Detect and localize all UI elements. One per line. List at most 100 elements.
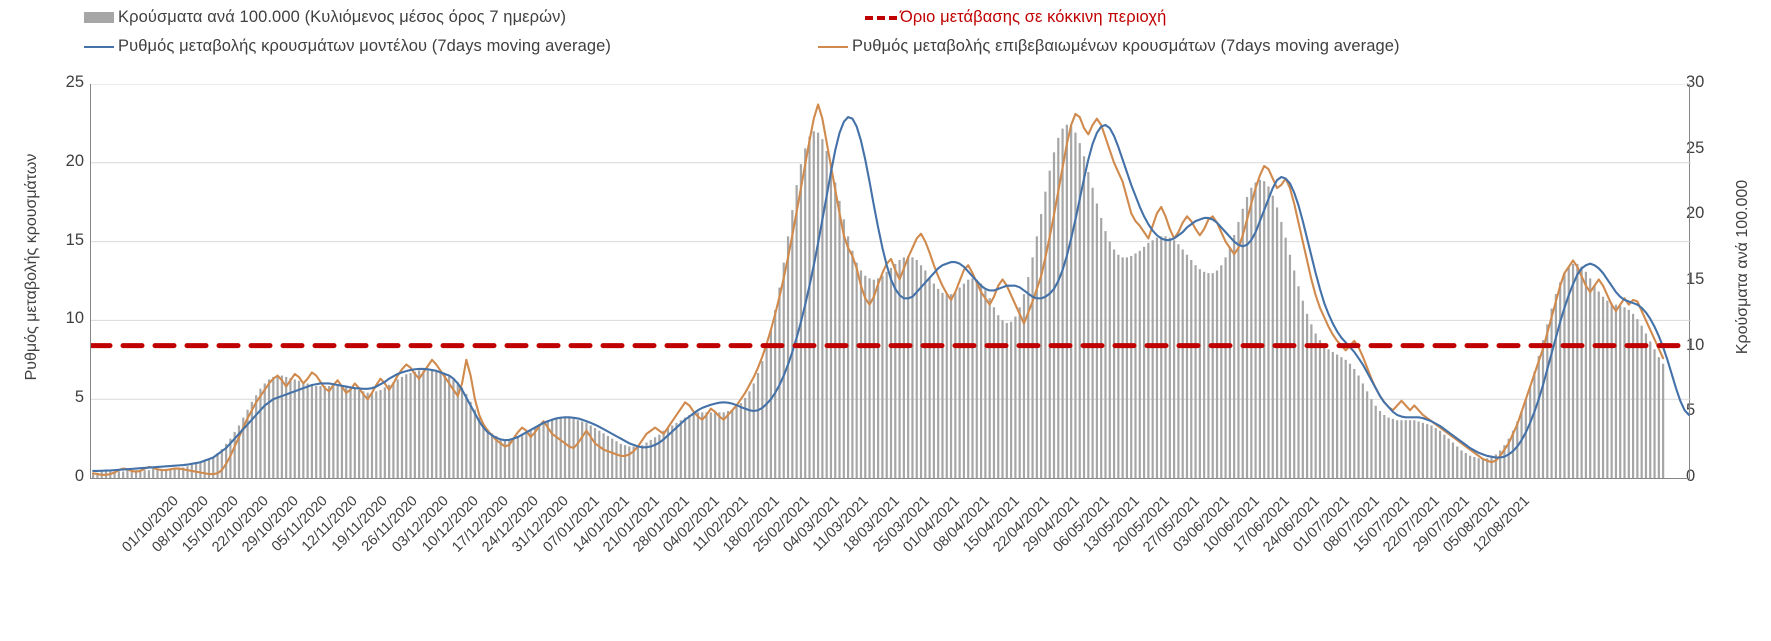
bar [855,262,858,478]
bar [1014,316,1017,478]
bar [285,376,288,478]
bar [289,378,292,478]
bar [838,200,841,478]
bar [533,426,537,478]
bar [585,422,588,478]
bar [177,467,181,478]
bar [242,417,245,478]
bar [1383,414,1386,478]
bar [237,425,241,478]
legend-label-model-line: Ρυθμός μεταβολής κρουσμάτων μοντέλου (7d… [118,37,611,55]
bar [490,433,494,478]
bar [250,401,253,478]
bar [1275,207,1279,478]
bar [439,372,442,478]
bar [1117,254,1120,478]
bar [375,391,378,478]
bar [156,468,159,478]
bar [508,439,511,478]
bar [1301,300,1304,478]
bar [443,374,446,478]
bar [310,384,314,478]
bar [1597,291,1600,478]
bar [1160,236,1163,478]
bar [615,441,618,478]
bar [1297,286,1300,478]
bar [405,374,408,478]
bar [512,438,515,478]
bar [409,372,412,478]
bar [889,267,893,478]
bar [460,387,464,478]
bar [859,270,863,478]
bar [1614,304,1618,478]
bars-series [92,124,1665,478]
bar [1228,246,1231,478]
bar [1623,307,1626,478]
bar [915,259,918,478]
bar [1490,456,1493,478]
bar [1662,363,1665,478]
bar [979,283,983,478]
bar [825,150,828,478]
bar [1185,254,1189,478]
bar [169,468,172,478]
bar [396,379,399,478]
bar [1224,257,1227,478]
bar [696,412,700,478]
y-axis-left-tick-label: 10 [65,309,84,328]
bar [1571,263,1575,478]
bar [842,219,845,478]
bar [499,438,502,478]
bar [126,470,129,478]
bar [1529,386,1532,478]
bar [293,379,296,478]
bar [113,471,116,478]
bar [636,446,640,478]
bar [881,275,884,478]
bar [692,413,695,478]
bar [465,393,468,478]
bar [1460,450,1463,478]
bar [267,379,271,478]
bar [336,386,339,478]
bar [602,433,605,478]
bar [954,291,957,478]
bar [919,265,923,478]
bar [1190,259,1193,478]
bar [1001,320,1004,478]
bar [1065,124,1068,478]
bar [559,417,562,478]
bar [164,468,168,478]
bar [1138,250,1141,478]
bar [1112,249,1116,478]
bar [1589,278,1592,478]
bar [233,432,236,478]
bar [829,165,833,478]
bar [1370,399,1373,478]
bar [482,424,485,478]
bar [1211,273,1214,478]
bar [701,412,704,478]
bar [1610,303,1613,478]
bar [1318,340,1322,478]
y-axis-right-tick-label: 25 [1686,138,1705,157]
bar [911,257,914,478]
bar [971,278,974,478]
bar [718,412,721,478]
bar [1348,363,1352,478]
bar [1640,325,1643,478]
bar [1040,214,1043,478]
bar [1018,307,1021,478]
bar [877,278,880,478]
bar [280,375,283,478]
bar [808,136,811,478]
y-axis-left-tick-label: 0 [74,467,84,485]
bar [1142,246,1146,478]
bar [426,370,429,478]
y-axis-right-tick-label: 15 [1686,270,1705,288]
bar [430,370,434,478]
bar [1203,271,1206,478]
bar [448,375,451,478]
bar [1434,428,1437,478]
